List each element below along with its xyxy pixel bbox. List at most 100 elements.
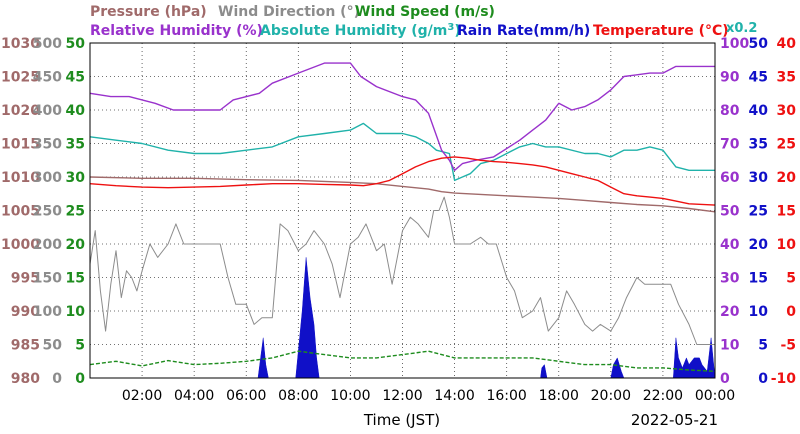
y-tick-label: 25	[777, 137, 796, 153]
y-tick-label: 450	[33, 70, 62, 86]
series-wind-speed-m-s	[89, 350, 716, 372]
y-tick-label: 15	[749, 271, 768, 287]
x-tick-label: 08:00	[278, 388, 318, 404]
y-tick-label: 10	[749, 304, 769, 320]
x-tick-label: 18:00	[539, 388, 579, 404]
plot-frame	[89, 42, 716, 379]
y-tick-label: 35	[66, 137, 85, 153]
x-tick-label: 00:00	[695, 388, 735, 404]
y-tick-label: 60	[720, 170, 740, 186]
x-axis-label: Time (JST)	[363, 411, 440, 429]
y-tick-label: 990	[11, 304, 40, 320]
y-tick-label: 25	[66, 204, 85, 220]
y-tick-label: 1020	[1, 103, 40, 119]
y-tick-label: 70	[720, 137, 740, 153]
y-tick-label: 40	[749, 103, 769, 119]
y-tick-label: 20	[720, 304, 740, 320]
y-tick-label: 45	[66, 70, 85, 86]
y-tick-label: 30	[720, 271, 740, 287]
y-tick-label: 995	[11, 271, 40, 287]
y-tick-label: 30	[66, 170, 86, 186]
y-tick-label: 1030	[1, 36, 40, 52]
legend-item: Absolute Humidity (g/m	[260, 23, 447, 39]
y-tick-label: 100	[720, 36, 749, 52]
y-tick-label: 400	[33, 103, 62, 119]
y-tick-label: 300	[33, 170, 62, 186]
y-tick-label: 30	[749, 170, 769, 186]
y-tick-label: 40	[720, 237, 740, 253]
x-tick-label: 06:00	[226, 388, 266, 404]
y-tick-label: 500	[33, 36, 62, 52]
legend-item: Relative Humidity (%)	[90, 23, 263, 39]
x-tick-label: 12:00	[382, 388, 422, 404]
y-tick-label: 350	[33, 137, 62, 153]
y-tick-label: 1025	[1, 70, 40, 86]
y-tick-label: 150	[33, 271, 62, 287]
legend-item: Temperature (°C)	[593, 23, 729, 39]
x-tick-label: 10:00	[330, 388, 370, 404]
y-tick-label: 20	[777, 170, 797, 186]
legend-close-paren: )	[454, 23, 460, 39]
y-tick-label: 5	[758, 338, 768, 354]
x-tick-label: 14:00	[434, 388, 474, 404]
y-tick-label: 1015	[1, 137, 40, 153]
y-tick-label: 50	[720, 204, 740, 220]
y-tick-label: 10	[66, 304, 86, 320]
y-tick-label: 0	[52, 371, 62, 387]
y-tick-label: 25	[749, 204, 768, 220]
legend-item: Wind Speed (m/s)	[355, 4, 495, 20]
y-tick-label: 45	[749, 70, 768, 86]
y-tick-label: 980	[11, 371, 40, 387]
y-tick-label: 40	[777, 36, 797, 52]
y-tick-label: 1005	[1, 204, 40, 220]
series-pressure-hpa	[89, 176, 716, 213]
y-tick-label: 20	[749, 237, 769, 253]
x-tick-label: 22:00	[643, 388, 683, 404]
y-tick-label: 0	[786, 304, 796, 320]
y-tick-label: 1000	[1, 237, 40, 253]
y-tick-label: -10	[771, 371, 797, 387]
y-tick-label: 50	[749, 36, 769, 52]
y-tick-label: 0	[758, 371, 768, 387]
y-tick-label: 15	[66, 271, 85, 287]
x-axis-tick-labels: 02:00 04:00 06:00 08:00 10:00 12:00 14:00 16:00…	[122, 388, 735, 404]
series-temperature-c	[89, 156, 716, 206]
y-tick-label: 985	[11, 338, 40, 354]
y-axis-tick-labels: 1030102510201015101010051000995990985980…	[1, 36, 796, 387]
series-relative-humidity	[89, 62, 715, 172]
y-tick-label: 90	[720, 70, 740, 86]
series-wind-direction	[89, 196, 715, 345]
x-tick-label: 02:00	[122, 388, 162, 404]
x-tick-label: 20:00	[591, 388, 631, 404]
y-tick-label: -5	[780, 338, 796, 354]
legend-item: Wind Direction (°)	[218, 4, 360, 20]
x-tick-label: 04:00	[174, 388, 214, 404]
y-tick-label: 200	[33, 237, 62, 253]
y-tick-label: 50	[43, 338, 63, 354]
series-absolute-humidity-g-m3	[89, 122, 715, 182]
y-tick-label: 250	[33, 204, 62, 220]
y-tick-label: 35	[777, 70, 796, 86]
y-tick-label: 80	[720, 103, 740, 119]
y-tick-label: 40	[66, 103, 86, 119]
y-tick-label: 35	[749, 137, 768, 153]
x-tick-label: 16:00	[486, 388, 526, 404]
legend-superscript: 3	[447, 22, 454, 33]
date-label: 2022-05-21	[631, 411, 718, 429]
y-tick-label: 0	[75, 371, 85, 387]
y-tick-label: 20	[66, 237, 86, 253]
y-tick-label: 10	[720, 338, 740, 354]
scale-note: x0.2	[726, 21, 757, 36]
y-tick-label: 50	[66, 36, 86, 52]
y-tick-label: 1010	[1, 170, 40, 186]
legend-row-bottom: Relative Humidity (%)Absolute Humidity (…	[90, 22, 729, 39]
y-tick-label: 15	[777, 204, 796, 220]
y-tick-label: 30	[777, 103, 797, 119]
y-tick-label: 5	[786, 271, 796, 287]
y-tick-label: 10	[777, 237, 797, 253]
y-tick-label: 5	[75, 338, 85, 354]
legend-item: Rain Rate(mm/h)	[457, 23, 590, 39]
legend-item: Pressure (hPa)	[90, 4, 207, 20]
